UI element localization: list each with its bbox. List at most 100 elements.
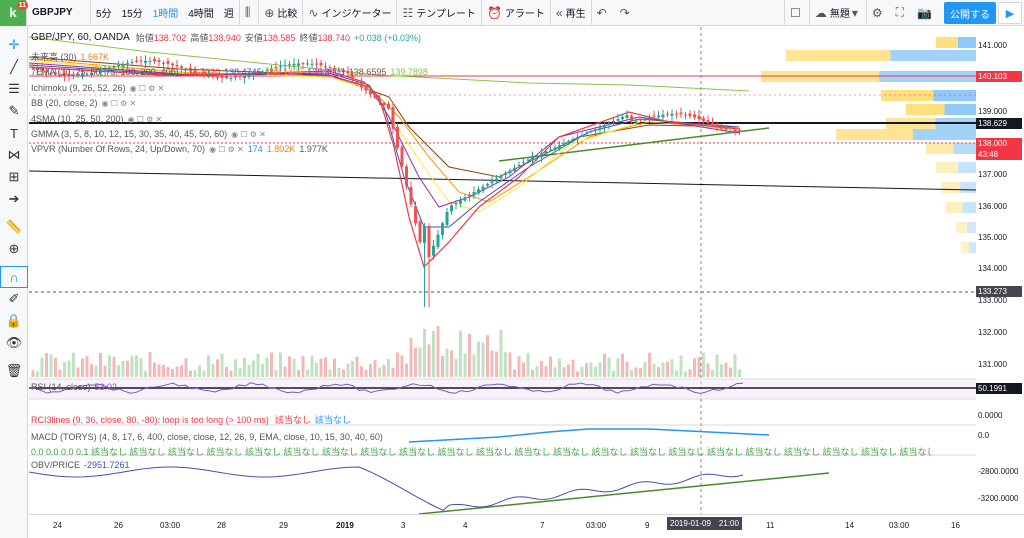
volume-bar	[346, 363, 350, 377]
candle-body	[360, 83, 363, 87]
templates-button[interactable]: ☷ テンプレート	[396, 0, 480, 26]
redo-icon: ↷	[619, 5, 630, 20]
crosshair-tool[interactable]: ✛	[0, 34, 28, 56]
redo-button[interactable]: ↷	[615, 0, 638, 26]
magnet-tool[interactable]: ∩	[0, 266, 28, 288]
indicator-legend-5[interactable]: 4SMA (10, 25, 50, 200) ◉ ☐ ⚙ ✕	[31, 114, 162, 124]
volume-bar	[526, 352, 530, 377]
legend-controls-icon[interactable]: ◉ ☐ ⚙ ✕	[129, 83, 165, 93]
volume-bar	[459, 330, 462, 377]
candle-body	[558, 145, 561, 150]
brush-tool[interactable]: ✎	[0, 100, 28, 122]
stay-drawing-tool[interactable]: ✐	[0, 288, 28, 310]
compare-button[interactable]: ⊕ 比較	[258, 0, 302, 26]
settings-button[interactable]: ⚙	[865, 0, 891, 26]
fib-tool[interactable]: ☰	[0, 78, 28, 100]
indicator-legend-1[interactable]: 未来高 (30) 1.667K	[31, 50, 109, 63]
candle-body	[693, 114, 696, 118]
candle-body	[355, 81, 359, 84]
chart-type-button[interactable]: ⫼	[238, 0, 259, 26]
volume-bar	[220, 353, 224, 377]
vpvr-down-bar	[960, 182, 976, 193]
indicator-value: -2951.7261	[84, 460, 130, 470]
vpvr-down-bar	[958, 162, 976, 173]
zoom-tool[interactable]: ⊕	[0, 238, 28, 260]
replay-button[interactable]: «再生	[549, 0, 591, 26]
logo-icon[interactable]: k 11	[0, 0, 28, 26]
legend-controls-icon[interactable]: ◉ ☐ ⚙ ✕	[231, 129, 266, 139]
save-layout-button[interactable]: ☁ 無題 ▾	[808, 0, 866, 26]
interval-5m[interactable]: 5分	[90, 0, 117, 26]
rci-legend[interactable]: RCI3lines (9, 36, close, 80, -80): loop …	[31, 413, 351, 426]
volume-bar	[598, 362, 602, 377]
legend-controls-icon[interactable]: ◉ ☐ ⚙ ✕	[209, 144, 244, 154]
volume-bar	[634, 367, 638, 377]
candle-body	[396, 126, 399, 148]
pattern-tool[interactable]: ⋈	[0, 144, 28, 166]
undo-button[interactable]: ↶	[590, 0, 615, 26]
candle-body	[702, 118, 705, 122]
visibility-tool[interactable]: 👁	[0, 332, 28, 354]
legend-symbol[interactable]: GBP/JPY, 60, OANDA	[31, 32, 130, 43]
candle-body	[337, 70, 341, 72]
chart-canvas[interactable]: GBP/JPY, 60, OANDA 始値 138.702 高値 138.940 安…	[28, 27, 977, 515]
candle-body	[459, 200, 462, 204]
fullscreen-button[interactable]: ⛶	[891, 0, 912, 26]
candle-body	[144, 60, 147, 63]
interval-15m[interactable]: 15分	[117, 0, 148, 26]
indicators-button[interactable]: ∿ インジケーター	[302, 0, 396, 26]
layout-button[interactable]: ☐	[784, 0, 809, 26]
indicator-legend-7[interactable]: VPVR (Number Of Rows, 24, Up/Down, 70) ◉ …	[31, 144, 328, 154]
indicator-legend-6[interactable]: GMMA (3, 5, 8, 10, 12, 15, 30, 35, 40, 4…	[31, 129, 266, 139]
eye-icon: 👁	[5, 335, 23, 350]
indicator-legend-3[interactable]: Ichimoku (9, 26, 52, 26) ◉ ☐ ⚙ ✕	[31, 83, 164, 93]
play-button[interactable]: ▶	[998, 2, 1022, 24]
macd-values: 0.0 0.0 0.0 0.1 該当なし 該当なし 該当なし 該当なし 該当なし…	[31, 445, 931, 458]
publish-button[interactable]: 公開する	[944, 2, 996, 24]
volume-bar	[175, 366, 179, 377]
trash-tool[interactable]: 🗑	[0, 360, 28, 382]
alert-button[interactable]: ⏰ アラート	[480, 0, 550, 26]
measure-tool[interactable]: 📏	[0, 216, 28, 238]
indicator-legend-4[interactable]: BB (20, close, 2) ◉ ☐ ⚙ ✕	[31, 98, 136, 108]
time-label: 03:00	[586, 521, 607, 530]
trendline-green[interactable]	[498, 127, 770, 162]
indicator-legend-2[interactable]: 7EMA (10, 25, 50, 75, 100, 200, 400) 138…	[31, 67, 428, 77]
candle-body	[535, 155, 539, 157]
icon-tool[interactable]: ➔	[0, 188, 28, 210]
interval-week[interactable]: 週	[219, 0, 239, 26]
candle-body	[481, 186, 485, 191]
candle-body	[477, 189, 480, 194]
vpvr-up-bar	[881, 90, 934, 101]
candle-body	[499, 175, 503, 179]
legend-controls-icon[interactable]: ◉ ☐ ⚙ ✕	[101, 98, 137, 108]
volume-bar	[621, 353, 624, 377]
symbol-search[interactable]: GBPJPY	[26, 0, 90, 26]
rsi-legend[interactable]: RSI (14, close) 53.02	[31, 382, 117, 392]
candle-body	[256, 72, 260, 74]
interval-4h[interactable]: 4時間	[183, 0, 219, 26]
legend-controls-icon[interactable]: ◉ ☐ ⚙ ✕	[127, 114, 163, 124]
candle-body	[220, 76, 224, 78]
candle-body	[661, 114, 665, 118]
lock-tool[interactable]: 🔒	[0, 310, 28, 332]
volume-bar	[567, 364, 570, 377]
candle-body	[166, 60, 170, 64]
prediction-tool[interactable]: ⊞	[0, 166, 28, 188]
obv-trendline[interactable]	[418, 472, 830, 515]
volume-bar	[130, 355, 134, 377]
time-label: 03:00	[160, 521, 181, 530]
interval-1h[interactable]: 1時間	[148, 0, 184, 26]
snapshot-button[interactable]: 📷	[912, 0, 940, 26]
obv-legend[interactable]: OBV/PRICE -2951.7261	[31, 460, 130, 470]
time-axis[interactable]: 24 26 03:00 28 29 2019 3 4 7 03:00 9 11 …	[29, 514, 1024, 538]
candle-body	[621, 116, 624, 119]
macd-legend[interactable]: MACD (TORYS) (4, 8, 17, 6, 400, close, c…	[31, 432, 383, 442]
volume-bar	[288, 356, 291, 377]
price-axis[interactable]: 141.000 139.000 137.000 136.000 135.000 …	[976, 27, 1024, 514]
volume-bar	[576, 371, 579, 377]
volume-bar	[256, 353, 260, 377]
text-tool[interactable]: T	[0, 122, 28, 144]
trendline-tool[interactable]: ╱	[0, 56, 28, 78]
candle-body	[297, 63, 300, 66]
